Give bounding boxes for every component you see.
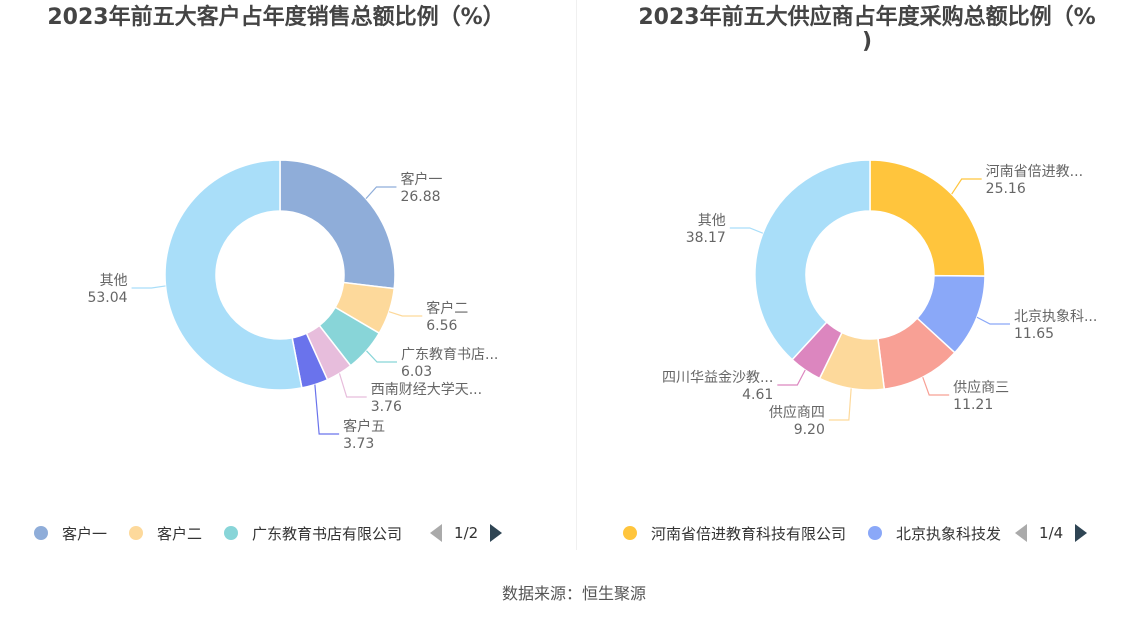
supplier-legend-pager: 1/4 <box>1015 524 1088 542</box>
customer-leader-line-5 <box>314 384 340 435</box>
supplier-slice-value-label-4: 9.20 <box>794 422 825 438</box>
customer-leader-line-2 <box>388 311 423 317</box>
legend-dot-icon <box>34 526 48 540</box>
legend-dot-icon <box>129 526 144 540</box>
legend-item-customer-1[interactable]: 客户一 <box>34 523 107 544</box>
supplier-leader-line-5 <box>777 369 806 386</box>
customer-chart-title: 2023年前五大客户占年度销售总额比例（%） <box>47 5 505 30</box>
customer-slice-value-label-2: 6.56 <box>426 318 457 334</box>
customer-slice-name-label-1: 客户一 <box>400 171 442 188</box>
legend-label: 北京执象科技发 <box>896 524 1002 543</box>
supplier-slice-name-label-3: 供应商三 <box>953 379 1009 396</box>
supplier-chart-title-line1: 2023年前五大供应商占年度采购总额比例（% <box>638 5 1096 30</box>
customer-slice-1[interactable] <box>279 159 396 290</box>
supplier-leader-line-1 <box>951 178 982 195</box>
legend-item-customer-2[interactable]: 客户二 <box>129 523 202 544</box>
supplier-leader-line-2 <box>976 316 1010 325</box>
legend-prev-page-icon[interactable] <box>1015 524 1028 542</box>
supplier-chart-panel: 2023年前五大供应商占年度采购总额比例（% ) 河南省倍进教... 25.16 北… <box>577 0 1148 560</box>
supplier-slice-name-label-6: 其他 <box>698 213 726 229</box>
legend-next-page-icon[interactable] <box>1075 524 1088 542</box>
supplier-leader-line-3 <box>922 376 950 396</box>
legend-dot-icon <box>623 526 637 540</box>
customer-slice-name-label-3: 广东教育书店... <box>401 347 498 363</box>
legend-label: 客户一 <box>62 524 108 543</box>
legend-dot-icon <box>868 526 883 540</box>
customer-slice-name-label-4: 西南财经大学天... <box>371 382 482 398</box>
supplier-chart-title: 2023年前五大供应商占年度采购总额比例（% ) <box>607 4 1127 54</box>
supplier-slice-6[interactable] <box>754 159 871 361</box>
customer-slice-name-label-2: 客户二 <box>426 300 468 317</box>
supplier-slice-value-label-6: 38.17 <box>686 230 726 246</box>
customer-slice-name-label-6: 其他 <box>100 273 128 289</box>
customer-leader-line-4 <box>338 373 367 398</box>
customer-slice-value-label-1: 26.88 <box>400 189 440 205</box>
supplier-legend: 河南省倍进教育科技有限公司 北京执象科技发 1/4 <box>623 519 1088 547</box>
legend-item-supplier-1[interactable]: 河南省倍进教育科技有限公司 <box>623 523 846 544</box>
supplier-chart-title-line2: ) <box>861 29 873 54</box>
customer-leader-line-1 <box>365 186 397 200</box>
legend-page-indicator: 1/4 <box>1039 524 1064 542</box>
legend-dot-icon <box>224 526 239 540</box>
customer-slice-value-label-4: 3.76 <box>371 399 402 415</box>
panel-divider <box>576 0 577 550</box>
legend-label: 客户二 <box>157 524 203 543</box>
legend-prev-page-icon[interactable] <box>430 524 443 542</box>
customer-slice-name-label-5: 客户五 <box>343 418 385 435</box>
customer-chart-panel: 2023年前五大客户占年度销售总额比例（%） 客户一 26.88 客户二 6.56 广东… <box>0 0 576 560</box>
supplier-leader-line-4 <box>828 388 852 421</box>
customer-slice-value-label-3: 6.03 <box>401 364 432 380</box>
customer-slice-6[interactable] <box>164 159 303 391</box>
customer-leader-line-3 <box>366 350 398 363</box>
legend-item-supplier-2[interactable]: 北京执象科技发 <box>868 523 1001 544</box>
supplier-slice-value-label-3: 11.21 <box>953 397 993 413</box>
supplier-leader-line-6 <box>729 227 764 234</box>
customer-legend: 客户一 客户二 广东教育书店有限公司 1/2 <box>34 519 503 547</box>
legend-item-customer-3[interactable]: 广东教育书店有限公司 <box>224 523 402 544</box>
customer-leader-line-6 <box>131 285 166 289</box>
legend-label: 河南省倍进教育科技有限公司 <box>651 524 847 543</box>
customer-legend-pager: 1/2 <box>430 524 503 542</box>
customer-donut-chart: 客户一26.88客户二6.56广东教育书店...6.03西南财经大学天...3.… <box>87 159 498 452</box>
supplier-slice-value-label-5: 4.61 <box>742 387 773 403</box>
supplier-slice-name-label-1: 河南省倍进教... <box>986 164 1083 180</box>
data-source-note: 数据来源：恒生聚源 <box>501 584 646 603</box>
legend-label: 广东教育书店有限公司 <box>252 524 403 543</box>
legend-page-indicator: 1/2 <box>454 524 479 542</box>
customer-slice-value-label-6: 53.04 <box>87 290 127 306</box>
supplier-slice-value-label-1: 25.16 <box>986 181 1026 197</box>
supplier-slice-name-label-4: 供应商四 <box>769 404 825 421</box>
supplier-slice-1[interactable] <box>869 159 986 277</box>
supplier-slice-value-label-2: 11.65 <box>1014 326 1054 342</box>
supplier-slice-name-label-2: 北京执象科... <box>1014 309 1097 325</box>
supplier-slice-name-label-5: 四川华益金沙教... <box>662 370 773 386</box>
legend-next-page-icon[interactable] <box>490 524 503 542</box>
customer-slice-value-label-5: 3.73 <box>343 436 374 452</box>
